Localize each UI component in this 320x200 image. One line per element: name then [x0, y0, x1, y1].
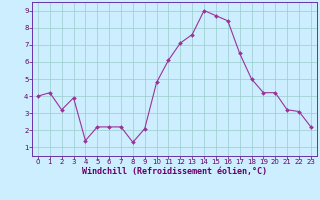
X-axis label: Windchill (Refroidissement éolien,°C): Windchill (Refroidissement éolien,°C) [82, 167, 267, 176]
